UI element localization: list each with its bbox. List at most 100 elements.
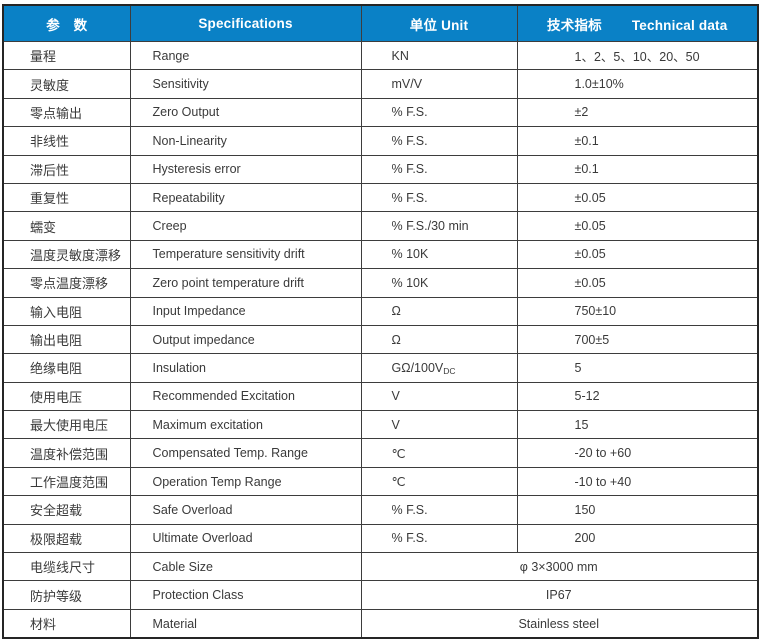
unit: % F.S. [360, 182, 518, 213]
param-zh: 滞后性 [2, 154, 131, 184]
spec-en: Cable Size [129, 552, 362, 582]
tech-value: 200 [516, 523, 759, 554]
spec-en: Output impedance [129, 324, 362, 355]
header-row: 参 数 Specifications 单位 Unit 技术指标 Technical… [2, 4, 759, 42]
spec-en: Zero Output [129, 97, 362, 128]
table-row: 电缆线尺寸 Cable Size φ 3×3000 mm [2, 552, 759, 582]
tech-value: ±0.1 [516, 126, 759, 156]
header-param: 参 数 [2, 4, 131, 42]
param-zh: 绝缘电阻 [2, 353, 131, 383]
spec-en: Input Impedance [129, 296, 362, 326]
param-zh: 蠕变 [2, 211, 131, 241]
unit: Ω [360, 324, 518, 355]
header-technical-data: 技术指标 Technical data [516, 4, 759, 42]
spec-en: Temperature sensitivity drift [129, 239, 362, 270]
table-row: 滞后性 Hysteresis error % F.S. ±0.1 [2, 154, 759, 184]
unit: % F.S./30 min [360, 211, 518, 241]
param-zh: 输出电阻 [2, 324, 131, 355]
spec-en: Non-Linearity [129, 126, 362, 156]
unit: % F.S. [360, 495, 518, 525]
table-row: 零点输出 Zero Output % F.S. ±2 [2, 97, 759, 128]
specifications-table-wrap: 参 数 Specifications 单位 Unit 技术指标 Technical… [2, 4, 759, 639]
param-zh: 电缆线尺寸 [2, 552, 131, 582]
unit: % 10K [360, 268, 518, 298]
header-technical-en: Technical data [631, 17, 728, 33]
tech-value: 700±5 [516, 324, 759, 355]
unit: Ω [360, 296, 518, 326]
tech-value: 1.0±10% [516, 69, 759, 99]
tech-value: 5-12 [516, 381, 759, 412]
unit: mV/V [360, 69, 518, 99]
spec-en: Zero point temperature drift [129, 268, 362, 298]
param-zh: 材料 [2, 608, 131, 639]
spec-en: Hysteresis error [129, 154, 362, 184]
header-technical-zh: 技术指标 [547, 17, 602, 33]
tech-value-merged: IP67 [360, 580, 759, 610]
spec-en: Maximum excitation [129, 410, 362, 440]
tech-value: 15 [516, 410, 759, 440]
table-row: 温度灵敏度漂移 Temperature sensitivity drift % … [2, 239, 759, 270]
table-row: 非线性 Non-Linearity % F.S. ±0.1 [2, 126, 759, 156]
param-zh: 零点输出 [2, 97, 131, 128]
spec-en: Sensitivity [129, 69, 362, 99]
param-zh: 输入电阻 [2, 296, 131, 326]
tech-value: ±0.05 [516, 211, 759, 241]
spec-en: Compensated Temp. Range [129, 438, 362, 468]
tech-value: ±0.1 [516, 154, 759, 184]
unit: V [360, 381, 518, 412]
table-row: 工作温度范围 Operation Temp Range ℃ -10 to +40 [2, 466, 759, 497]
param-zh: 零点温度漂移 [2, 268, 131, 298]
param-zh: 防护等级 [2, 580, 131, 610]
table-row: 输入电阻 Input Impedance Ω 750±10 [2, 296, 759, 326]
tech-value: -10 to +40 [516, 466, 759, 497]
table-row: 材料 Material Stainless steel [2, 608, 759, 639]
unit: % 10K [360, 239, 518, 270]
specifications-table: 参 数 Specifications 单位 Unit 技术指标 Technical… [2, 4, 759, 639]
unit: % F.S. [360, 523, 518, 554]
param-zh: 温度补偿范围 [2, 438, 131, 468]
param-zh: 使用电压 [2, 381, 131, 412]
tech-value-merged: Stainless steel [360, 608, 759, 639]
unit: % F.S. [360, 97, 518, 128]
header-specifications: Specifications [129, 4, 362, 42]
param-zh: 量程 [2, 40, 131, 71]
tech-value: -20 to +60 [516, 438, 759, 468]
tech-value: ±0.05 [516, 239, 759, 270]
spec-en: Creep [129, 211, 362, 241]
tech-value: 5 [516, 353, 759, 383]
table-row: 安全超载 Safe Overload % F.S. 150 [2, 495, 759, 525]
tech-value: 1、2、5、10、20、50 [516, 40, 759, 71]
tech-value: ±0.05 [516, 182, 759, 213]
spec-en: Ultimate Overload [129, 523, 362, 554]
spec-en: Range [129, 40, 362, 71]
param-zh: 最大使用电压 [2, 410, 131, 440]
spec-en: Recommended Excitation [129, 381, 362, 412]
param-zh: 重复性 [2, 182, 131, 213]
unit: GΩ/100VDC [360, 353, 518, 383]
unit: KN [360, 40, 518, 71]
unit-subscript: DC [443, 365, 456, 376]
table-row: 量程 Range KN 1、2、5、10、20、50 [2, 40, 759, 71]
spec-en: Operation Temp Range [129, 466, 362, 497]
unit: V [360, 410, 518, 440]
table-row: 灵敏度 Sensitivity mV/V 1.0±10% [2, 69, 759, 99]
unit: % F.S. [360, 154, 518, 184]
spec-en: Repeatability [129, 182, 362, 213]
spec-en: Safe Overload [129, 495, 362, 525]
spec-en: Material [129, 608, 362, 639]
tech-value: ±0.05 [516, 268, 759, 298]
param-zh: 工作温度范围 [2, 466, 131, 497]
spec-en: Protection Class [129, 580, 362, 610]
table-row: 绝缘电阻 Insulation GΩ/100VDC 5 [2, 353, 759, 383]
header-unit: 单位 Unit [360, 4, 518, 42]
table-row: 使用电压 Recommended Excitation V 5-12 [2, 381, 759, 412]
unit: ℃ [360, 466, 518, 497]
table-row: 防护等级 Protection Class IP67 [2, 580, 759, 610]
spec-en: Insulation [129, 353, 362, 383]
table-row: 极限超载 Ultimate Overload % F.S. 200 [2, 523, 759, 554]
tech-value-merged: φ 3×3000 mm [360, 552, 759, 582]
unit: ℃ [360, 438, 518, 468]
param-zh: 温度灵敏度漂移 [2, 239, 131, 270]
table-row: 最大使用电压 Maximum excitation V 15 [2, 410, 759, 440]
param-zh: 灵敏度 [2, 69, 131, 99]
